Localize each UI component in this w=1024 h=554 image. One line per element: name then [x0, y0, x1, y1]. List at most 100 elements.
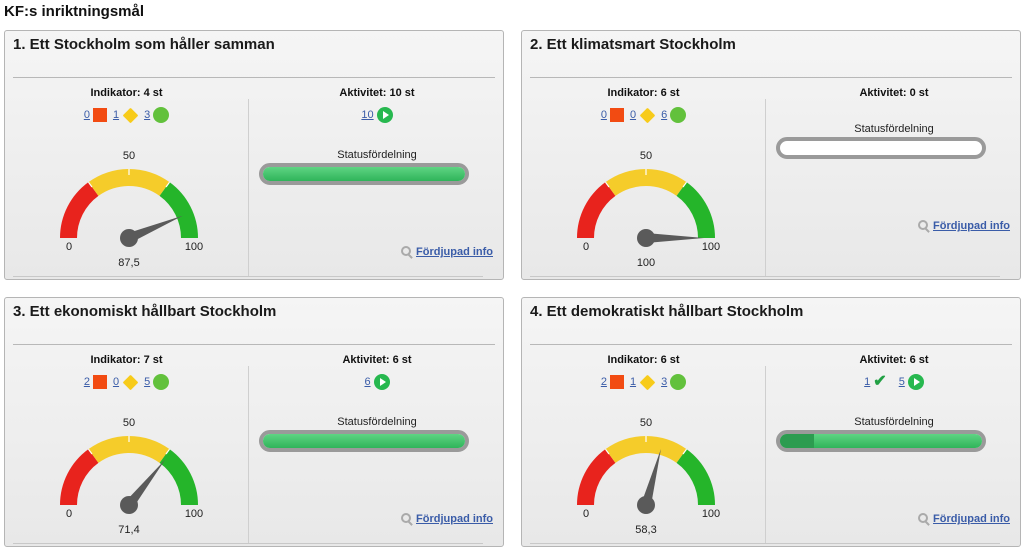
gauge-tick	[165, 448, 171, 455]
indicator-yellow-group: 0	[630, 107, 655, 123]
gauge-yellow-band	[88, 436, 170, 463]
activity-count-group: 6	[364, 374, 390, 390]
gauge-needle	[125, 459, 166, 509]
indicator-green-count-link[interactable]: 5	[144, 376, 151, 388]
indicator-red-count-link[interactable]: 0	[83, 109, 90, 121]
activity-heading: Aktivitet: 10 st	[339, 87, 415, 99]
status-distribution-bar	[259, 430, 469, 452]
gauge-value-label: 58,3	[635, 524, 656, 536]
indicator-yellow-count-link[interactable]: 1	[112, 109, 120, 121]
green-circle-icon	[153, 107, 170, 123]
indicator-green-count-link[interactable]: 3	[661, 376, 668, 388]
detailed-info-link[interactable]: Fördjupad info	[918, 513, 1010, 525]
gauge-green-band	[676, 449, 715, 505]
card-divider	[530, 77, 1012, 78]
magnifier-icon	[918, 513, 930, 525]
detailed-info-link[interactable]: Fördjupad info	[401, 246, 493, 258]
card-title: 4. Ett demokratiskt hållbart Stockholm	[530, 303, 804, 320]
gauge-tick	[682, 181, 688, 188]
column-divider	[248, 366, 249, 544]
gauge-yellow-band	[605, 436, 687, 463]
red-square-icon	[609, 375, 624, 389]
status-bar-ongoing	[263, 434, 465, 448]
detailed-info-label: Fördjupad info	[933, 220, 1010, 232]
activity-counts: 1 ✔ 5	[766, 373, 1022, 391]
gauge-tick	[87, 448, 93, 455]
detailed-info-link[interactable]: Fördjupad info	[918, 220, 1010, 232]
gauge-chart: 50 0 100 71,4	[60, 417, 203, 536]
yellow-diamond-icon	[639, 374, 655, 390]
gauge-mid-label: 50	[123, 150, 135, 162]
detailed-info-link[interactable]: Fördjupad info	[401, 513, 493, 525]
yellow-diamond-icon	[639, 107, 655, 123]
status-distribution-label: Statusfördelning	[854, 416, 934, 428]
card-divider	[13, 344, 495, 345]
status-bar-ongoing	[780, 434, 982, 448]
gauge-red-band	[60, 449, 99, 505]
activity-count-link[interactable]: 5	[898, 376, 905, 388]
gauge-needle-hub	[120, 229, 138, 247]
gauge-tick	[87, 181, 93, 188]
card-bottom-divider	[530, 543, 1000, 544]
diamond-shape	[122, 107, 138, 123]
indicator-heading: Indikator: 6 st	[607, 87, 680, 99]
activity-heading: Aktivitet: 6 st	[342, 354, 412, 366]
indicator-heading: Indikator: 4 st	[90, 87, 163, 99]
status-distribution-label: Statusfördelning	[854, 123, 934, 135]
gauge-red-band	[577, 449, 616, 505]
activity-count-link[interactable]: 6	[364, 376, 371, 388]
activity-count-link[interactable]: 1	[864, 376, 871, 388]
indicator-green-group: 5	[144, 374, 170, 390]
gauge-chart: 50 0 100 58,3	[577, 417, 720, 536]
activity-count-link[interactable]: 10	[361, 109, 374, 121]
page-title: KF:s inriktningsmål	[4, 3, 145, 20]
goal-card: 4. Ett demokratiskt hållbart Stockholm In…	[521, 297, 1021, 547]
indicator-green-count-link[interactable]: 6	[661, 109, 668, 121]
check-icon: ✔	[873, 373, 887, 390]
magnifier-icon	[401, 513, 413, 525]
magnifier-icon	[401, 246, 413, 258]
goal-card: 3. Ett ekonomiskt hållbart Stockholm Indi…	[4, 297, 504, 547]
gauge-tick	[604, 448, 610, 455]
indicator-red-count-link[interactable]: 0	[600, 109, 607, 121]
column-divider	[765, 99, 766, 277]
indicator-red-group: 0	[601, 108, 624, 122]
activity-heading: Aktivitet: 0 st	[859, 87, 929, 99]
gauge-min-label: 0	[66, 508, 72, 520]
indicator-counts: 0 1 3	[5, 106, 248, 124]
gauge-value-label: 100	[637, 257, 655, 269]
card-title: 1. Ett Stockholm som håller samman	[13, 36, 275, 53]
gauge-tick	[682, 448, 688, 455]
indicator-yellow-count-link[interactable]: 0	[629, 109, 637, 121]
gauge-needle-hub	[637, 229, 655, 247]
gauge-needle	[127, 215, 183, 243]
indicator-red-count-link[interactable]: 2	[600, 376, 607, 388]
detailed-info-label: Fördjupad info	[416, 246, 493, 258]
yellow-diamond-icon	[122, 107, 138, 123]
activity-counts: 10	[249, 106, 505, 124]
card-bottom-divider	[13, 543, 483, 544]
indicator-green-group: 3	[661, 374, 687, 390]
indicator-yellow-count-link[interactable]: 1	[629, 376, 637, 388]
yellow-diamond-icon	[122, 374, 138, 390]
card-divider	[530, 344, 1012, 345]
indicator-red-count-link[interactable]: 2	[83, 376, 90, 388]
indicator-yellow-group: 1	[113, 107, 138, 123]
gauge-green-band	[159, 182, 198, 238]
indicator-yellow-group: 1	[630, 374, 655, 390]
card-bottom-divider	[13, 276, 483, 277]
indicator-red-group: 2	[601, 375, 624, 389]
indicator-yellow-count-link[interactable]: 0	[112, 376, 120, 388]
status-distribution-label: Statusfördelning	[337, 149, 417, 161]
gauge-yellow-band	[88, 169, 170, 196]
indicator-green-count-link[interactable]: 3	[144, 109, 151, 121]
card-title: 2. Ett klimatsmart Stockholm	[530, 36, 736, 53]
play-icon	[373, 374, 390, 390]
green-circle-icon	[153, 374, 170, 390]
status-distribution-bar	[259, 163, 469, 185]
green-circle-icon	[670, 107, 687, 123]
indicator-red-group: 0	[84, 108, 107, 122]
green-circle-icon	[670, 374, 687, 390]
indicator-red-group: 2	[84, 375, 107, 389]
play-icon	[376, 107, 393, 123]
